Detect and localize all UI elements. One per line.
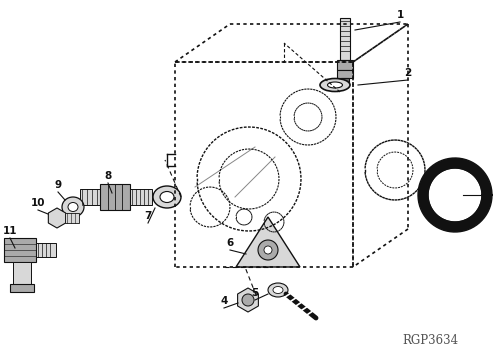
Text: RGP3634: RGP3634	[402, 333, 458, 346]
Bar	[341, 78, 349, 83]
Ellipse shape	[273, 286, 283, 294]
Circle shape	[264, 246, 272, 254]
Ellipse shape	[62, 197, 84, 217]
Text: 8: 8	[104, 171, 112, 181]
Text: 6: 6	[226, 238, 234, 248]
Text: 1: 1	[396, 10, 404, 20]
Polygon shape	[48, 208, 66, 228]
Ellipse shape	[328, 82, 342, 88]
Text: 3: 3	[484, 183, 490, 193]
Bar	[337, 60, 353, 70]
Bar	[13, 262, 31, 284]
Bar	[337, 70, 353, 78]
Circle shape	[428, 168, 482, 222]
Text: 5: 5	[252, 288, 258, 298]
Ellipse shape	[153, 186, 181, 208]
Bar	[36, 243, 56, 257]
Bar	[10, 284, 34, 292]
Circle shape	[418, 158, 492, 232]
Text: 9: 9	[54, 180, 62, 190]
Text: 11: 11	[3, 226, 17, 236]
Circle shape	[258, 240, 278, 260]
Text: 4: 4	[220, 296, 228, 306]
Ellipse shape	[268, 283, 288, 297]
Bar	[100, 184, 130, 210]
Bar	[65, 213, 79, 223]
Circle shape	[242, 294, 254, 306]
Text: 10: 10	[31, 198, 45, 208]
Bar	[80, 189, 100, 205]
Ellipse shape	[68, 202, 78, 212]
Text: 2: 2	[404, 68, 411, 78]
Ellipse shape	[160, 191, 174, 202]
Polygon shape	[238, 288, 258, 312]
Text: 7: 7	[144, 211, 152, 221]
Ellipse shape	[320, 78, 350, 92]
Bar	[340, 18, 350, 60]
Bar	[130, 189, 152, 205]
Polygon shape	[236, 217, 300, 267]
Bar	[4, 238, 36, 262]
